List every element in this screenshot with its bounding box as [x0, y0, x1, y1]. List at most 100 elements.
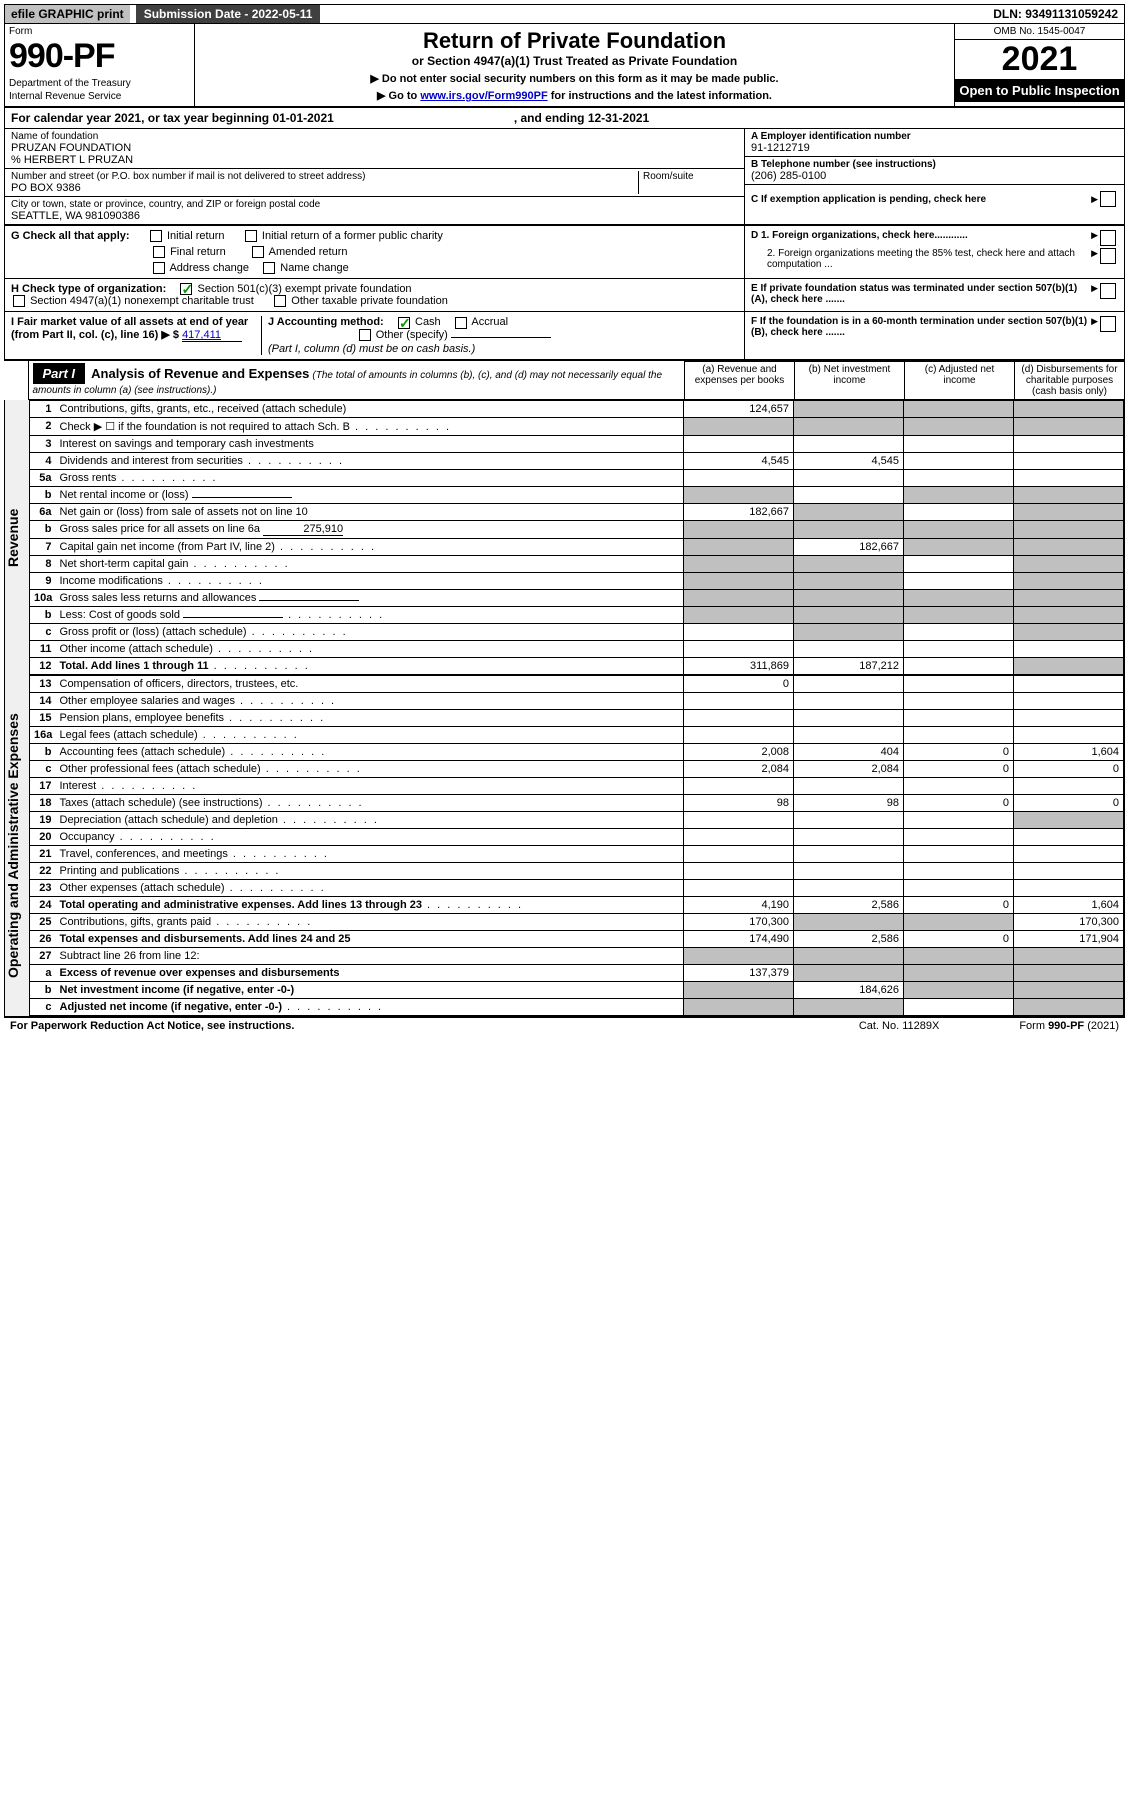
table-row: b Gross sales price for all assets on li… — [30, 520, 1124, 538]
amt-cell — [794, 640, 904, 657]
line-desc: Net rental income or (loss) — [56, 486, 684, 503]
part1-title: Analysis of Revenue and Expenses — [91, 366, 309, 381]
amt-cell — [684, 828, 794, 845]
amt-cell — [904, 417, 1014, 435]
amt-cell: 98 — [794, 794, 904, 811]
g-opt-2-cb[interactable] — [153, 246, 165, 258]
col-a-header: (a) Revenue and expenses per books — [685, 361, 795, 399]
line-number: 10a — [30, 589, 56, 606]
open-to-public: Open to Public Inspection — [955, 79, 1124, 102]
submission-date: Submission Date - 2022-05-11 — [136, 5, 321, 23]
table-row: 22 Printing and publications — [30, 862, 1124, 879]
j-opt-1: Accrual — [471, 316, 508, 328]
form990pf-link[interactable]: www.irs.gov/Form990PF — [420, 90, 547, 102]
form-label: Form — [9, 26, 190, 37]
line-number: c — [30, 623, 56, 640]
amt-cell — [1014, 777, 1124, 794]
amt-cell — [794, 811, 904, 828]
line-number: 25 — [30, 913, 56, 930]
amt-cell: 184,626 — [794, 981, 904, 998]
amt-cell — [1014, 657, 1124, 674]
amt-cell — [794, 417, 904, 435]
line-desc: Gross profit or (loss) (attach schedule) — [56, 623, 684, 640]
amt-cell: 0 — [1014, 760, 1124, 777]
line-number: 7 — [30, 538, 56, 555]
amt-cell: 0 — [684, 675, 794, 692]
footer-row: For Paperwork Reduction Act Notice, see … — [4, 1018, 1125, 1034]
foundation-name: PRUZAN FOUNDATION — [11, 142, 738, 154]
amt-cell — [1014, 452, 1124, 469]
amt-cell — [904, 469, 1014, 486]
arrow-icon — [1091, 316, 1098, 338]
j-other-cb[interactable] — [359, 329, 371, 341]
e-cb[interactable] — [1100, 283, 1116, 299]
part1-label: Part I — [33, 363, 86, 384]
table-row: 23 Other expenses (attach schedule) — [30, 879, 1124, 896]
amt-cell — [1014, 503, 1124, 520]
amt-cell — [904, 623, 1014, 640]
g-opt-5: Name change — [280, 262, 349, 274]
efile-badge[interactable]: efile GRAPHIC print — [5, 5, 130, 23]
g-opt-3: Amended return — [269, 246, 348, 258]
amt-cell — [1014, 828, 1124, 845]
line-desc: Net gain or (loss) from sale of assets n… — [56, 503, 684, 520]
h-opt-2-cb[interactable] — [274, 295, 286, 307]
amt-cell: 2,084 — [684, 760, 794, 777]
dln: DLN: 93491131059242 — [987, 5, 1124, 23]
amt-cell — [684, 845, 794, 862]
col-d-header: (d) Disbursements for charitable purpose… — [1015, 361, 1125, 399]
amt-cell: 4,545 — [684, 452, 794, 469]
g-opt-3-cb[interactable] — [252, 246, 264, 258]
expenses-table: 13 Compensation of officers, directors, … — [29, 675, 1124, 1016]
amt-cell — [794, 964, 904, 981]
amt-cell: 0 — [904, 896, 1014, 913]
h-opt-1-cb[interactable] — [13, 295, 25, 307]
form-header: Form 990-PF Department of the Treasury I… — [4, 24, 1125, 108]
form-subtitle: or Section 4947(a)(1) Trust Treated as P… — [199, 54, 950, 68]
line-desc: Capital gain net income (from Part IV, l… — [56, 538, 684, 555]
top-bar: efile GRAPHIC print Submission Date - 20… — [4, 4, 1125, 24]
amt-cell — [1014, 606, 1124, 623]
j-accrual-cb[interactable] — [455, 317, 467, 329]
amt-cell: 170,300 — [1014, 913, 1124, 930]
table-row: c Adjusted net income (if negative, ente… — [30, 998, 1124, 1015]
fmv-value[interactable]: 417,411 — [182, 329, 242, 342]
c-checkbox[interactable] — [1100, 191, 1116, 207]
amt-cell — [794, 879, 904, 896]
ein: 91-1212719 — [751, 142, 1118, 154]
line-number: 6a — [30, 503, 56, 520]
amt-cell — [684, 469, 794, 486]
amt-cell — [684, 998, 794, 1015]
line-desc: Income modifications — [56, 572, 684, 589]
g-opt-5-cb[interactable] — [263, 262, 275, 274]
table-row: 17 Interest — [30, 777, 1124, 794]
line-desc: Other income (attach schedule) — [56, 640, 684, 657]
amt-cell — [684, 623, 794, 640]
amt-cell — [904, 811, 1014, 828]
amt-cell: 0 — [904, 743, 1014, 760]
table-row: 16a Legal fees (attach schedule) — [30, 726, 1124, 743]
amt-cell: 0 — [904, 930, 1014, 947]
line-number: 27 — [30, 947, 56, 964]
g-opt-1-cb[interactable] — [245, 230, 257, 242]
note2-pre: ▶ Go to — [377, 90, 420, 102]
line-desc: Less: Cost of goods sold — [56, 606, 684, 623]
line-number: 8 — [30, 555, 56, 572]
g-opt-4-cb[interactable] — [153, 262, 165, 274]
d2-cb[interactable] — [1100, 248, 1116, 264]
table-row: b Accounting fees (attach schedule) 2,00… — [30, 743, 1124, 760]
h-opt-0: Section 501(c)(3) exempt private foundat… — [198, 283, 412, 295]
d1-cb[interactable] — [1100, 230, 1116, 246]
amt-cell — [794, 555, 904, 572]
line-number: 9 — [30, 572, 56, 589]
line-desc: Other employee salaries and wages — [56, 692, 684, 709]
line-number: 20 — [30, 828, 56, 845]
table-row: 2 Check ▶ ☐ if the foundation is not req… — [30, 417, 1124, 435]
d2-label: 2. Foreign organizations meeting the 85%… — [751, 248, 1091, 270]
line-desc: Accounting fees (attach schedule) — [56, 743, 684, 760]
amt-cell — [684, 981, 794, 998]
f-cb[interactable] — [1100, 316, 1116, 332]
h-opt-0-cb[interactable] — [180, 283, 192, 295]
j-cash-cb[interactable] — [398, 317, 410, 329]
g-opt-0-cb[interactable] — [150, 230, 162, 242]
